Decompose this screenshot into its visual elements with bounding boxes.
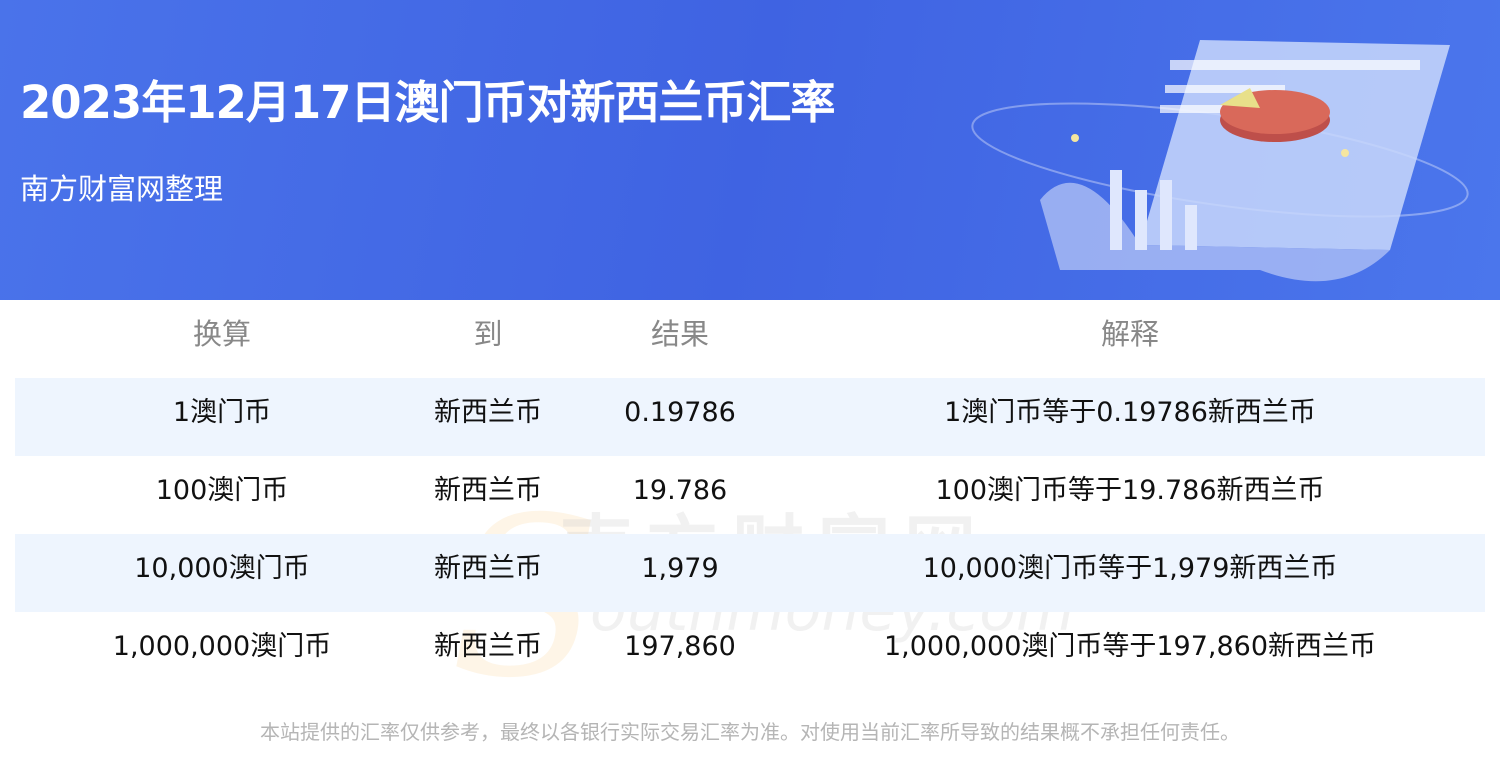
table-row: 100澳门币 新西兰币 19.786 100澳门币等于19.786新西兰币 [15, 456, 1485, 534]
cell-amount: 1澳门币 [172, 397, 272, 428]
col-header-result: 结果 [650, 317, 710, 351]
cell-to: 新西兰币 [434, 553, 542, 584]
cell-explanation: 100澳门币等于19.786新西兰币 [935, 475, 1325, 506]
cell-amount: 100澳门币 [155, 475, 289, 506]
disclaimer: 本站提供的汇率仅供参考，最终以各银行实际交易汇率为准。对使用当前汇率所导致的结果… [260, 720, 1240, 744]
cell-amount: 1,000,000澳门币 [112, 631, 332, 662]
cell-explanation: 1,000,000澳门币等于197,860新西兰币 [883, 631, 1377, 662]
cell-result: 197,860 [624, 631, 736, 662]
cell-to: 新西兰币 [434, 475, 542, 506]
cell-to: 新西兰币 [434, 631, 542, 662]
cell-result: 0.19786 [624, 397, 736, 428]
page-title: 2023年12月17日澳门币对新西兰币汇率 [20, 76, 835, 129]
cell-explanation: 1澳门币等于0.19786新西兰币 [944, 397, 1316, 428]
cell-amount: 10,000澳门币 [134, 553, 310, 584]
table-header: 换算 到 结果 解释 [15, 300, 1485, 378]
col-header-convert: 换算 [192, 317, 252, 351]
table-row: 1,000,000澳门币 新西兰币 197,860 1,000,000澳门币等于… [15, 612, 1485, 690]
report-illustration-icon [971, 40, 1469, 282]
page-subtitle: 南方财富网整理 [20, 172, 224, 206]
cell-explanation: 10,000澳门币等于1,979新西兰币 [922, 553, 1338, 584]
cell-to: 新西兰币 [434, 397, 542, 428]
table-row: 1澳门币 新西兰币 0.19786 1澳门币等于0.19786新西兰币 [15, 378, 1485, 456]
table-row: 10,000澳门币 新西兰币 1,979 10,000澳门币等于1,979新西兰… [15, 534, 1485, 612]
col-header-explanation: 解释 [1100, 317, 1160, 351]
cell-result: 19.786 [632, 475, 728, 506]
col-header-to: 到 [473, 317, 503, 351]
header-banner: 2023年12月17日澳门币对新西兰币汇率 南方财富网整理 [0, 0, 1500, 300]
exchange-table: 换算 到 结果 解释 1澳门币 新西兰币 0.19786 1澳门币等于0.197… [15, 300, 1485, 690]
cell-result: 1,979 [641, 553, 719, 584]
